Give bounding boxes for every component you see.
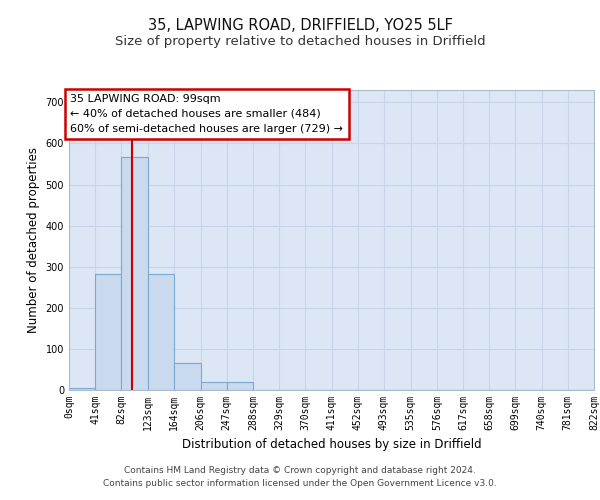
Bar — [148, 274, 174, 390]
Text: 35, LAPWING ROAD, DRIFFIELD, YO25 5LF: 35, LAPWING ROAD, DRIFFIELD, YO25 5LF — [148, 18, 452, 32]
Bar — [227, 382, 253, 390]
Bar — [121, 157, 148, 390]
X-axis label: Distribution of detached houses by size in Driffield: Distribution of detached houses by size … — [182, 438, 481, 452]
Bar — [174, 364, 200, 390]
Text: 35 LAPWING ROAD: 99sqm
← 40% of detached houses are smaller (484)
60% of semi-de: 35 LAPWING ROAD: 99sqm ← 40% of detached… — [70, 94, 343, 134]
Y-axis label: Number of detached properties: Number of detached properties — [27, 147, 40, 333]
Bar — [200, 382, 227, 390]
Bar — [69, 388, 95, 390]
Bar — [95, 274, 121, 390]
Text: Contains HM Land Registry data © Crown copyright and database right 2024.
Contai: Contains HM Land Registry data © Crown c… — [103, 466, 497, 487]
Text: Size of property relative to detached houses in Driffield: Size of property relative to detached ho… — [115, 35, 485, 48]
